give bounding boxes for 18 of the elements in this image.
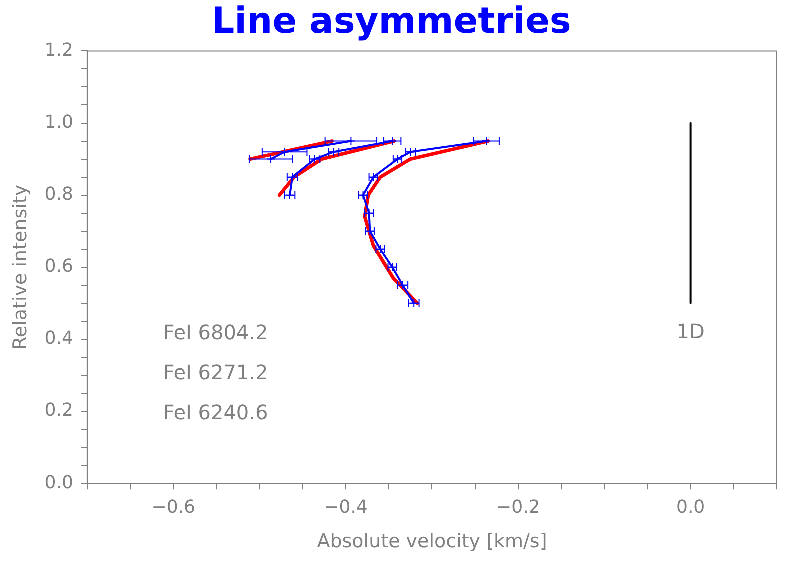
chart-title: Line asymmetries (212, 0, 572, 42)
annotation: FeI 6240.6 (163, 400, 268, 425)
x-axis-title: Absolute velocity [km/s] (317, 530, 548, 553)
series-label: 1D (676, 320, 705, 344)
y-axis-title: Relative intensity (9, 184, 32, 350)
annotation: FeI 6804.2 (163, 320, 268, 345)
annotation: FeI 6271.2 (163, 360, 268, 385)
x-tick-label: 0.0 (676, 497, 706, 518)
y-tick-label: 1.0 (44, 112, 74, 133)
x-tick-label: −0.6 (152, 497, 196, 518)
y-tick-label: 0.8 (44, 184, 74, 206)
y-tick-label: 0.2 (44, 400, 74, 422)
y-tick-label: 1.2 (44, 40, 74, 61)
y-tick-label: 0.0 (44, 472, 74, 494)
y-tick-label: 0.4 (44, 328, 74, 350)
y-tick-label: 0.6 (44, 256, 74, 278)
x-tick-label: −0.4 (324, 497, 368, 518)
x-tick-label: −0.2 (496, 497, 540, 518)
